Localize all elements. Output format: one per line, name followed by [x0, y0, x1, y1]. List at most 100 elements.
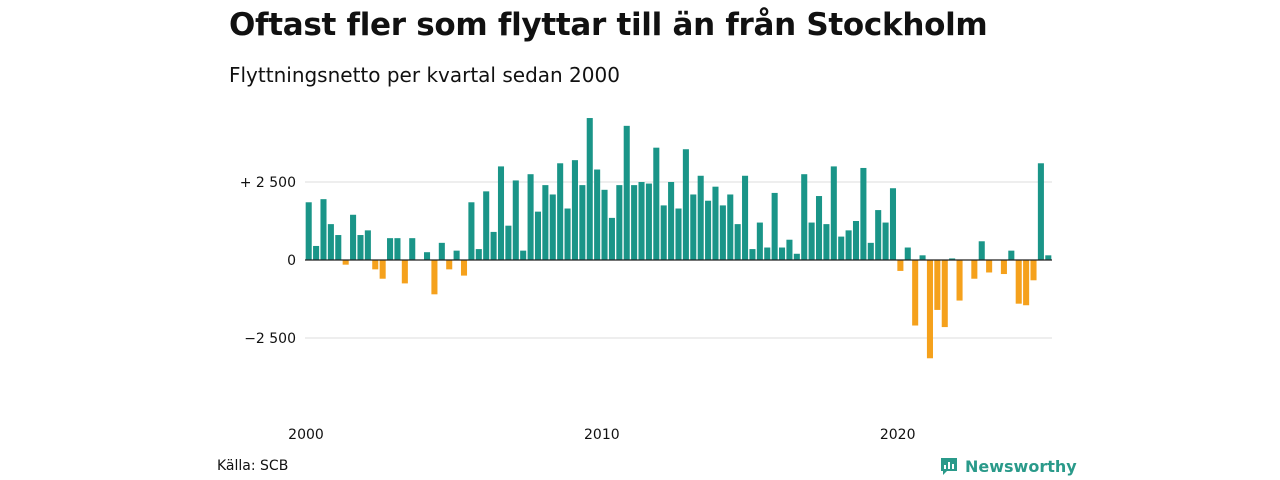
bar: [830, 166, 837, 260]
bar: [313, 245, 320, 260]
bar: [409, 238, 416, 260]
bar: [520, 250, 527, 260]
bar: [690, 194, 697, 260]
bar: [823, 224, 830, 260]
bar: [1037, 163, 1044, 260]
bar: [897, 260, 904, 271]
bar: [335, 235, 342, 260]
bar: [949, 258, 956, 260]
bar: [867, 242, 874, 260]
bar: [608, 217, 615, 260]
bar: [534, 211, 541, 260]
bar: [527, 174, 534, 260]
newsworthy-logo-icon: [941, 458, 957, 475]
bar: [1015, 260, 1022, 304]
bar: [845, 230, 852, 260]
bar: [394, 238, 401, 260]
bar: [771, 192, 778, 260]
brand-logo: Newsworthy: [939, 456, 1077, 476]
bar: [860, 167, 867, 260]
bar: [904, 247, 911, 260]
bar: [764, 247, 771, 260]
bar: [882, 222, 889, 260]
bar: [919, 255, 926, 260]
bar: [978, 241, 985, 260]
x-tick-label: 2000: [288, 427, 324, 443]
bar: [734, 224, 741, 260]
bar: [986, 260, 993, 273]
bar: [934, 260, 941, 310]
bar: [971, 260, 978, 279]
x-tick-label: 2010: [584, 427, 620, 443]
bar: [638, 182, 645, 260]
source-label: Källa: SCB: [217, 458, 289, 474]
bar: [350, 214, 357, 260]
bar: [320, 199, 327, 260]
bar: [497, 166, 505, 260]
bar: [438, 242, 445, 260]
bar: [875, 210, 882, 260]
bar: [616, 185, 623, 260]
bar: [779, 247, 786, 260]
bar: [941, 260, 948, 328]
bar: [631, 185, 638, 260]
bar: [387, 238, 394, 260]
bar: [549, 194, 556, 260]
bar: [719, 205, 726, 260]
bar: [571, 160, 578, 260]
bar: [727, 194, 734, 260]
bar: [579, 185, 586, 260]
bar: [705, 200, 712, 260]
bar: [401, 260, 408, 284]
bar: [623, 125, 630, 260]
bar: [505, 225, 512, 260]
bar: [1008, 250, 1015, 260]
bar: [342, 260, 349, 265]
bar: [460, 260, 468, 276]
bar: [357, 235, 364, 260]
y-tick-label: −2 500: [244, 331, 296, 347]
bar: [645, 183, 652, 260]
bar: [742, 175, 749, 260]
bar: [786, 239, 793, 260]
bar: [1000, 260, 1007, 275]
y-tick-label: + 2 500: [240, 175, 296, 191]
bar: [926, 260, 933, 359]
bar: [446, 260, 453, 270]
bar: [557, 163, 564, 260]
bar: [675, 208, 682, 260]
bar: [594, 169, 601, 260]
x-tick-label: 2020: [880, 427, 916, 443]
bar: [372, 260, 379, 270]
bar: [512, 180, 519, 260]
bar: [379, 260, 386, 279]
bar: [808, 222, 815, 260]
bar: [793, 253, 800, 260]
bar: [468, 202, 475, 260]
bar: [653, 147, 660, 260]
bar: [1023, 260, 1030, 306]
bar: [801, 174, 808, 260]
bar: [756, 222, 763, 260]
bar: [490, 231, 497, 260]
chart-subtitle: Flyttningsnetto per kvartal sedan 2000: [229, 63, 620, 87]
bar: [838, 236, 845, 260]
bar: [682, 149, 689, 260]
bar: [564, 208, 571, 260]
bar: [475, 249, 482, 260]
bar: [956, 260, 963, 301]
bar: [542, 185, 549, 260]
axis-labels: + 2 500 0 −2 500 2000 2010 2020: [240, 175, 916, 443]
bar: [749, 249, 756, 260]
bar: [424, 252, 431, 260]
bar: [889, 188, 897, 260]
bar: [586, 118, 593, 260]
bar: [431, 260, 438, 295]
bar: [712, 186, 719, 260]
bar: [1030, 260, 1037, 281]
bar: [453, 250, 460, 260]
bar: [1045, 255, 1052, 260]
bar: [305, 202, 312, 260]
bars: [305, 118, 1052, 359]
